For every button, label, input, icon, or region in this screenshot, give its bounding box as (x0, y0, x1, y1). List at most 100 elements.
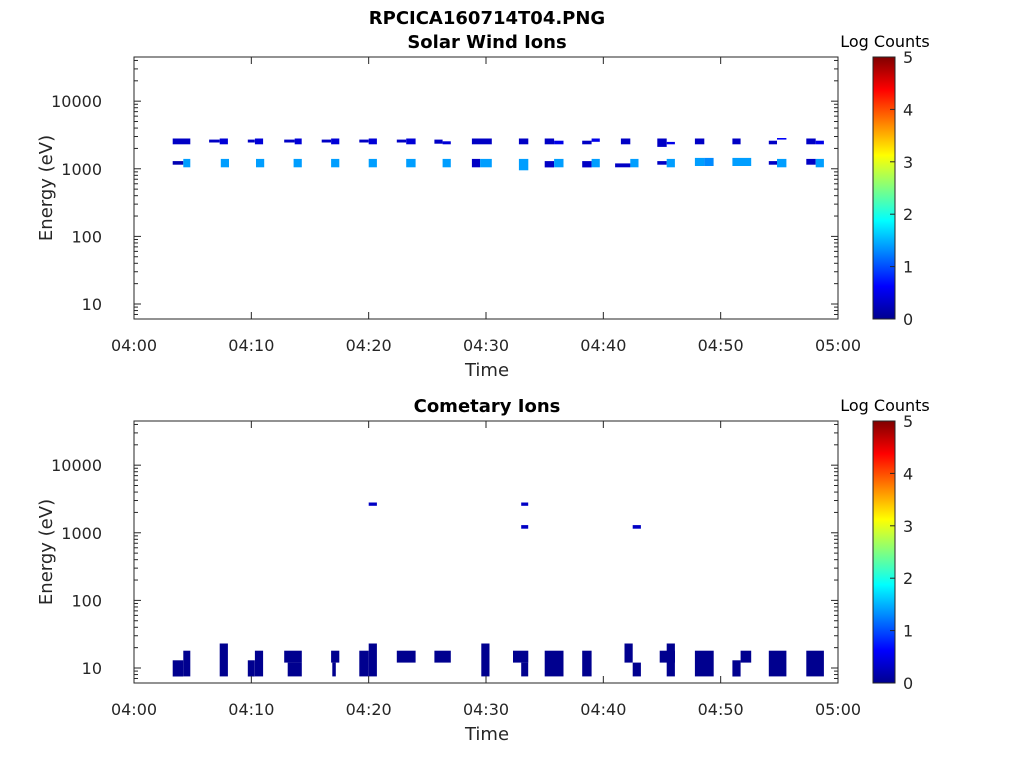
colorbar-title: Log Counts (840, 396, 930, 415)
colorbar-tick-label: 3 (903, 153, 913, 172)
data-cell (368, 643, 377, 677)
data-cell (293, 158, 302, 168)
colorbar-tick-label: 1 (903, 258, 913, 277)
data-cell (732, 157, 752, 166)
data-cell (219, 643, 228, 677)
data-cell (777, 158, 787, 168)
data-cell (732, 660, 741, 677)
data-cell (630, 158, 639, 168)
data-cell (287, 662, 302, 677)
data-cell (480, 158, 492, 168)
data-cell (620, 138, 631, 145)
data-cell (481, 643, 490, 677)
data-cell (806, 158, 816, 165)
x-axis-label: Time (464, 360, 509, 381)
data-cell (740, 650, 752, 663)
data-cell (434, 650, 451, 663)
colorbar-tick-label: 2 (903, 569, 913, 588)
data-cell (694, 157, 705, 166)
plot-area (134, 57, 838, 319)
data-cell (209, 139, 220, 143)
y-tick-label: 1000 (61, 160, 102, 179)
panel-title: Solar Wind Ions (407, 32, 566, 53)
data-cell (624, 643, 633, 663)
colorbar-tick-label: 1 (903, 622, 913, 641)
y-axis-label: Energy (eV) (36, 135, 57, 241)
data-cell (254, 650, 264, 677)
data-cell (768, 650, 787, 677)
data-cell (554, 140, 564, 145)
data-cell (815, 140, 824, 145)
data-cell (657, 138, 667, 147)
data-cell (406, 138, 416, 145)
colorbar-frame (872, 420, 896, 684)
cometary-panel: 04:00 04:10 04:20 04:30 04:40 04:50 05:0010100… (36, 396, 930, 745)
data-cell (284, 650, 302, 663)
data-cell (582, 140, 592, 145)
data-cell (777, 138, 787, 140)
x-tick-label: 04:10 (228, 336, 274, 355)
x-axis-label: Time (464, 724, 509, 745)
y-tick-label: 1000 (61, 524, 102, 543)
x-tick-label: 04:20 (346, 700, 392, 719)
data-cell (172, 161, 184, 165)
data-cell (591, 158, 600, 168)
data-cell (368, 502, 377, 506)
data-cell (471, 158, 481, 168)
x-tick-label: 04:50 (698, 336, 744, 355)
colorbar-tick-label: 2 (903, 205, 913, 224)
data-cell (368, 158, 377, 168)
colorbar-frame (872, 56, 896, 320)
data-cell (704, 157, 714, 166)
data-cell (359, 139, 369, 143)
data-cell (442, 141, 451, 145)
colorbar-tick-label: 4 (903, 100, 913, 119)
solar-wind-panel: 04:00 04:10 04:20 04:30 04:40 04:50 05:0010100… (36, 32, 930, 381)
data-cell (331, 650, 340, 663)
data-cell (615, 163, 631, 168)
data-cell (331, 138, 340, 145)
x-tick-label: 04:40 (580, 336, 626, 355)
x-tick-label: 04:30 (463, 336, 509, 355)
colorbar-tick-label: 5 (903, 412, 913, 431)
data-cell (396, 650, 416, 663)
data-cell (219, 138, 228, 145)
data-cell (666, 643, 675, 677)
data-cell (434, 139, 443, 144)
colorbar-tick-label: 5 (903, 48, 913, 67)
x-tick-label: 04:40 (580, 700, 626, 719)
data-cell (359, 650, 369, 677)
data-cell (172, 138, 191, 145)
data-cell (284, 139, 295, 143)
data-cell (632, 662, 641, 677)
data-cell (768, 161, 777, 165)
y-tick-label: 100 (71, 591, 102, 610)
colorbar-tick-label: 0 (903, 310, 913, 329)
data-cell (406, 158, 416, 168)
data-cell (183, 158, 191, 168)
colorbar (873, 57, 895, 319)
data-cell (521, 502, 529, 506)
data-cell (521, 662, 529, 677)
x-tick-label: 04:30 (463, 700, 509, 719)
colorbar-tick-label: 3 (903, 517, 913, 536)
data-cell (666, 141, 675, 145)
colorbar-tick-label: 0 (903, 674, 913, 693)
data-cell (544, 138, 555, 145)
data-cell (220, 158, 229, 168)
data-cell (254, 138, 264, 145)
colorbar (873, 421, 895, 683)
data-cell (518, 138, 529, 145)
data-cell (815, 158, 824, 168)
data-cell (247, 139, 255, 143)
x-tick-label: 04:00 (111, 700, 157, 719)
data-cell (582, 161, 592, 168)
x-tick-label: 04:00 (111, 336, 157, 355)
data-cell (632, 525, 641, 529)
data-cell (183, 650, 191, 677)
x-tick-label: 04:10 (228, 700, 274, 719)
y-tick-label: 10000 (51, 456, 102, 475)
data-cell (806, 138, 816, 145)
data-cell (321, 139, 332, 143)
